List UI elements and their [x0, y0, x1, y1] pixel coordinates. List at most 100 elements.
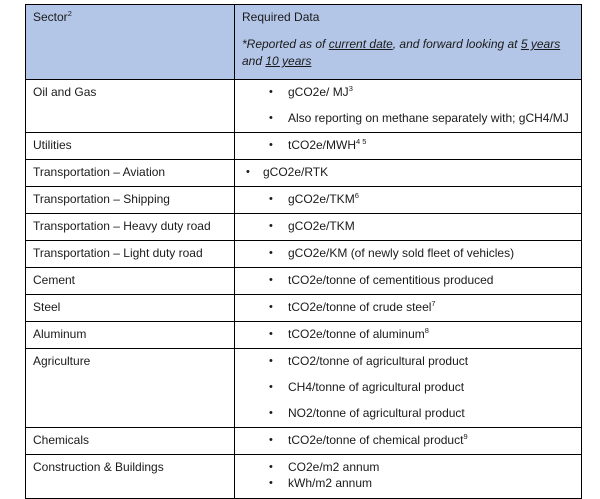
bullet-icon: • [269, 406, 273, 419]
required-data-cell: • CO2e/m2 annum • kWh/m2 annum [234, 453, 582, 499]
text-segment: tCO2e/tonne of cementitious produced [288, 272, 494, 287]
sector-cell: Cement [25, 266, 235, 295]
required-data-cell: • gCO2e/ MJ3 • Also reporting on methane se… [234, 78, 582, 133]
table-row: Cement • tCO2e/tonne of cementitious produ… [25, 266, 582, 295]
bullet-text: tCO2e/tonne of cementitious produced [288, 273, 575, 288]
required-data-cell: • tCO2e/MWH4 5 [234, 131, 582, 160]
text-segment: CH4/tonne of agricultural product [288, 379, 465, 394]
required-data-cell: • tCO2e/tonne of cementitious produced [234, 266, 582, 295]
bullet-item: • tCO2/tonne of agricultural product [242, 354, 575, 369]
text-segment: 10 years [265, 54, 312, 69]
bullet-text: kWh/m2 annum [288, 476, 575, 491]
bullet-text: Also reporting on methane separately wit… [288, 111, 575, 126]
text-segment: gCO2e/RTK [263, 164, 329, 179]
bullet-text: tCO2e/tonne of aluminum8 [288, 327, 575, 342]
bullet-item: • gCO2e/TKM [242, 219, 575, 234]
bullet-item: • CH4/tonne of agricultural product [242, 380, 575, 395]
text-segment: gCO2e/KM (of newly sold fleet of vehicle… [288, 245, 515, 260]
table-row: Construction & Buildings • CO2e/m2 annum • k… [25, 453, 582, 499]
bullet-icon: • [269, 300, 273, 313]
sector-cell: Utilities [25, 131, 235, 160]
sector-column-header: Sector2 [25, 4, 235, 80]
sector-cell: Transportation – Aviation [25, 158, 235, 187]
bullet-text: gCO2e/KM (of newly sold fleet of vehicle… [288, 246, 575, 261]
bullet-icon: • [269, 380, 273, 393]
text-segment: tCO2/tonne of agricultural product [288, 353, 469, 368]
sector-cell: Transportation – Shipping [25, 185, 235, 214]
required-data-cell: • tCO2e/tonne of crude steel7 [234, 293, 582, 322]
bullet-icon: • [269, 273, 273, 286]
required-data-cell: • gCO2e/TKM [234, 212, 582, 241]
bullet-item: • gCO2e/ MJ3 [242, 85, 575, 100]
table-row: Oil and Gas • gCO2e/ MJ3 • Also reporting on… [25, 78, 582, 133]
bullet-icon: • [269, 433, 273, 446]
text-segment: gCO2e/TKM [288, 218, 355, 233]
text-segment: tCO2e/tonne of aluminum [288, 326, 425, 341]
bullet-text: gCO2e/ MJ3 [288, 85, 575, 100]
footnote-superscript: 4 5 [356, 136, 367, 146]
bullet-item: • tCO2e/tonne of cementitious produced [242, 273, 575, 288]
table-row: Agriculture • tCO2/tonne of agricultural p… [25, 347, 582, 428]
bullet-icon: • [269, 354, 273, 367]
table-row: Steel • tCO2e/tonne of crude steel7 [25, 293, 582, 322]
footnote-superscript: 3 [348, 83, 353, 93]
table-row: Utilities • tCO2e/MWH4 5 [25, 131, 582, 160]
text-segment: CO2e/m2 annum [288, 459, 380, 474]
text-segment: 5 years [520, 37, 561, 51]
table-row: Transportation – Aviation • gCO2e/RTK [25, 158, 582, 187]
bullet-icon: • [269, 111, 273, 124]
footnote-superscript: 2 [67, 9, 72, 18]
required-data-cell: • tCO2/tonne of agricultural product • CH4/… [234, 347, 582, 428]
footnote-superscript: 7 [431, 298, 436, 308]
text-segment: current date [328, 37, 393, 51]
bullet-item: • tCO2e/tonne of aluminum8 [242, 327, 575, 342]
text-segment: kWh/m2 annum [288, 475, 373, 490]
table-header: Sector2 Required Data *Reported as of cu… [25, 4, 582, 80]
bullet-item: • kWh/m2 annum [242, 476, 575, 491]
bullet-icon: • [269, 246, 273, 259]
sector-cell: Steel [25, 293, 235, 322]
sector-cell: Aluminum [25, 320, 235, 349]
text-segment: and [242, 54, 266, 69]
footnote-superscript: 8 [424, 325, 429, 335]
bullet-text: gCO2e/RTK [263, 165, 575, 180]
bullet-item: • gCO2e/TKM6 [242, 192, 575, 207]
header-row: Sector2 Required Data *Reported as of cu… [25, 4, 582, 80]
bullet-icon: • [269, 476, 273, 489]
text-segment: , and forward looking at [392, 37, 521, 51]
bullet-icon: • [269, 192, 273, 205]
sector-cell: Chemicals [25, 426, 235, 455]
bullet-item: • tCO2e/tonne of crude steel7 [242, 300, 575, 315]
bullet-item: • tCO2e/MWH4 5 [242, 138, 575, 153]
bullet-icon: • [246, 165, 250, 178]
sector-cell: Agriculture [25, 347, 235, 428]
text-segment: gCO2e/ MJ [288, 84, 349, 99]
required-data-cell: • gCO2e/KM (of newly sold fleet of vehicl… [234, 239, 582, 268]
bullet-icon: • [269, 327, 273, 340]
bullet-text: NO2/tonne of agricultural product [288, 406, 575, 421]
sector-cell: Transportation – Light duty road [25, 239, 235, 268]
sector-cell: Oil and Gas [25, 78, 235, 133]
table-row: Transportation – Light duty road • gCO2e/K… [25, 239, 582, 268]
bullet-text: gCO2e/TKM6 [288, 192, 575, 207]
sector-header-label: Sector2 [33, 10, 72, 24]
text-segment: tCO2e/MWH [288, 137, 357, 152]
required-data-header-label: Required Data [242, 10, 320, 24]
bullet-icon: • [269, 138, 273, 151]
text-segment: Sector [33, 10, 68, 24]
bullet-icon: • [269, 219, 273, 232]
bullet-item: • CO2e/m2 annum [242, 460, 575, 475]
bullet-item: • NO2/tonne of agricultural product [242, 406, 575, 421]
table-row: Transportation – Heavy duty road • gCO2e/T… [25, 212, 582, 241]
text-segment: tCO2e/tonne of chemical product [288, 432, 464, 447]
bullet-text: gCO2e/TKM [288, 219, 575, 234]
required-data-cell: • tCO2e/tonne of aluminum8 [234, 320, 582, 349]
footnote-superscript: 6 [354, 190, 359, 200]
bullet-item: • gCO2e/RTK [242, 165, 575, 180]
table-row: Aluminum • tCO2e/tonne of aluminum8 [25, 320, 582, 349]
bullet-item: • tCO2e/tonne of chemical product9 [242, 433, 575, 448]
text-segment: Also reporting on methane separately wit… [288, 110, 569, 125]
required-data-table: Sector2 Required Data *Reported as of cu… [25, 4, 582, 499]
bullet-text: CO2e/m2 annum [288, 460, 575, 475]
text-segment: tCO2e/tonne of crude steel [288, 299, 432, 314]
